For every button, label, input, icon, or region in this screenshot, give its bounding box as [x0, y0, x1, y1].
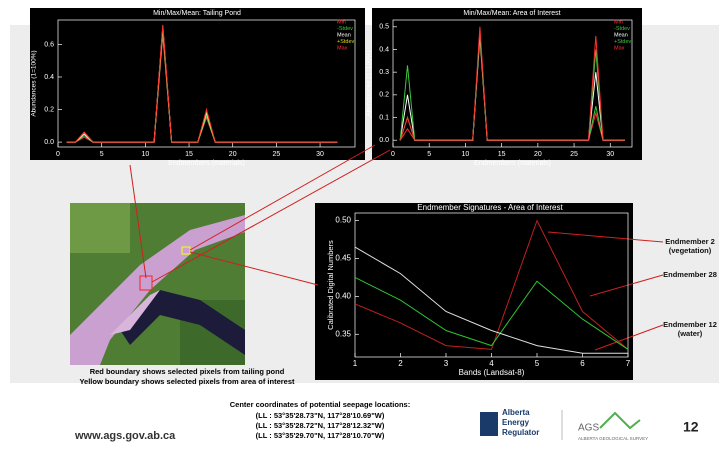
y-tick-label: 0.5 — [379, 24, 389, 31]
legend-entry: -Stdev — [337, 26, 353, 32]
y-axis-label: Calibrated Digital Numbers — [326, 240, 335, 330]
y-tick-label: 0.0 — [379, 137, 389, 144]
page-number: 12 — [683, 419, 699, 435]
y-tick-label: 0.1 — [379, 114, 389, 121]
y-tick-label: 0.0 — [44, 139, 54, 146]
ags-full: ALBERTA GEOLOGICAL SURVEY — [578, 436, 648, 441]
annotation: Endmember 2(vegetation) — [665, 237, 715, 255]
aer: Regulator — [502, 428, 539, 437]
x-axis-label: Endmembers (materials) — [168, 160, 245, 167]
y-tick-label: 0.6 — [44, 41, 54, 48]
ags-logo — [600, 413, 640, 428]
aer: Energy — [502, 418, 530, 427]
caption: Red boundary shows selected pixels from … — [90, 367, 285, 376]
legend-entry: Max — [614, 45, 625, 51]
x-tick-label: 0 — [391, 151, 395, 158]
legend-entry: Min — [614, 19, 623, 25]
y-tick-label: 0.4 — [379, 46, 389, 53]
x-tick-label: 10 — [462, 151, 470, 158]
coords: (LL : 53°35'29.70"N, 117°28'10.70"W) — [256, 431, 385, 440]
x-tick-label: 5 — [427, 151, 431, 158]
x-tick-label: 0 — [56, 151, 60, 158]
chart-title: Endmember Signatures - Area of Interest — [417, 203, 563, 212]
x-tick-label: 6 — [580, 359, 585, 368]
x-tick-label: 15 — [185, 151, 193, 158]
ags: AGS — [578, 423, 599, 434]
caption: Yellow boundary shows selected pixels fr… — [79, 377, 295, 386]
legend-entry: +Stdev — [337, 39, 355, 45]
y-tick-label: 0.2 — [44, 106, 54, 113]
legend-entry: Max — [337, 45, 348, 51]
coords: (LL : 53°35'28.72"N, 117°28'12.32"W) — [256, 421, 385, 430]
legend-entry: +Stdev — [614, 39, 632, 45]
y-tick-label: 0.4 — [44, 74, 54, 81]
x-tick-label: 5 — [535, 359, 540, 368]
chart-title: Min/Max/Mean: Tailing Pond — [153, 10, 241, 17]
y-axis-label: Abundances (1=100%) — [31, 50, 38, 116]
chart-title: Min/Max/Mean: Area of Interest — [463, 10, 560, 17]
x-axis-label: Endmembers (materials) — [474, 160, 551, 167]
x-tick-label: 2 — [398, 359, 403, 368]
legend-entry: Mean — [337, 32, 351, 38]
legend-entry: Min — [337, 19, 346, 25]
url: www.ags.gov.ab.ca — [74, 430, 176, 442]
y-tick-label: 0.45 — [335, 254, 351, 263]
x-tick-label: 20 — [229, 151, 237, 158]
y-tick-label: 0.3 — [379, 69, 389, 76]
y-tick-label: 0.35 — [335, 329, 351, 338]
legend-entry: Mean — [614, 32, 628, 38]
x-tick-label: 30 — [606, 151, 614, 158]
coords: (LL : 53°35'28.73"N, 117°28'10.69"W) — [256, 411, 385, 420]
aer: Alberta — [502, 408, 530, 417]
x-tick-label: 5 — [100, 151, 104, 158]
y-tick-label: 0.50 — [335, 216, 351, 225]
x-tick-label: 4 — [489, 359, 494, 368]
x-tick-label: 25 — [272, 151, 280, 158]
x-tick-label: 20 — [534, 151, 542, 158]
x-tick-label: 10 — [141, 151, 149, 158]
y-tick-label: 0.40 — [335, 291, 351, 300]
annotation: Endmember 28 — [663, 270, 717, 279]
slide: Red boundary shows selected pixels from … — [0, 0, 719, 451]
x-tick-label: 15 — [498, 151, 506, 158]
satellite-image — [70, 203, 245, 365]
x-tick-label: 1 — [353, 359, 358, 368]
x-tick-label: 3 — [444, 359, 449, 368]
legend-entry: -Stdev — [614, 26, 630, 32]
x-axis-label: Bands (Landsat-8) — [459, 368, 525, 377]
y-axis-label: Abundances (1=100%) — [366, 50, 373, 116]
coords-title: Center coordinates of potential seepage … — [230, 400, 410, 409]
x-tick-label: 25 — [570, 151, 578, 158]
y-tick-label: 0.2 — [379, 92, 389, 99]
x-tick-label: 7 — [626, 359, 631, 368]
aer-logo — [480, 412, 498, 436]
x-tick-label: 30 — [316, 151, 324, 158]
